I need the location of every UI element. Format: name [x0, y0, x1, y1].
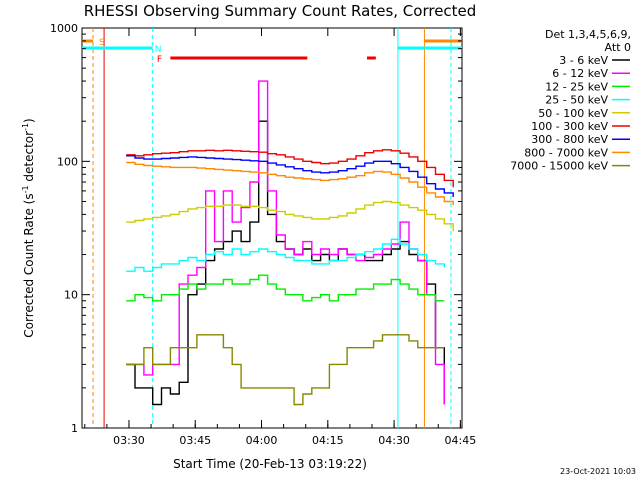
- legend-label-3: 12 - 25 keV: [545, 80, 608, 93]
- y-axis-label-sup2: -1: [21, 123, 30, 131]
- flag-label-f: F: [157, 55, 162, 65]
- x-tick-label: 04:30: [378, 434, 410, 447]
- series-line-8: [126, 161, 454, 206]
- y-tick-label: 1: [71, 422, 78, 435]
- y-axis-label: Corrected Count Rate (s-1 detector-1): [21, 118, 36, 337]
- legend-label-2: 6 - 12 keV: [552, 67, 608, 80]
- series-group: [126, 80, 454, 406]
- date-stamp: 23-Oct-2021 10:03: [560, 467, 636, 476]
- legend-label-4: 25 - 50 keV: [545, 94, 608, 107]
- legend-header-2: Att 0: [605, 41, 631, 54]
- flag-label-s: S: [99, 38, 105, 48]
- legend-header-1: Det 1,3,4,5,6,9,: [545, 28, 631, 41]
- series-line-5: [126, 200, 454, 232]
- series-line-3: [126, 274, 445, 302]
- y-axis-label-end: ): [22, 118, 36, 123]
- x-tick-label: 04:45: [445, 434, 477, 447]
- series-line-4: [126, 238, 445, 272]
- chart-title: RHESSI Observing Summary Count Rates, Co…: [84, 2, 477, 20]
- legend-label-7: 300 - 800 keV: [531, 133, 608, 146]
- series-line-6: [126, 149, 454, 188]
- series-line-7: [126, 155, 454, 197]
- y-axis-label-mid: detector: [22, 131, 36, 186]
- x-tick-label: 04:15: [312, 434, 344, 447]
- plot-frame: [81, 27, 463, 429]
- y-tick-label: 10: [64, 289, 78, 302]
- y-tick-label: 100: [57, 155, 78, 168]
- x-tick-label: 03:45: [179, 434, 211, 447]
- x-tick-label: 04:00: [246, 434, 278, 447]
- legend-label-6: 100 - 300 keV: [531, 120, 608, 133]
- x-tick-label: 03:30: [113, 434, 145, 447]
- series-line-9: [126, 334, 445, 406]
- flag-label-n: N: [155, 45, 162, 55]
- legend-label-8: 800 - 7000 keV: [524, 146, 608, 159]
- y-tick-label: 1000: [50, 22, 78, 35]
- legend-label-1: 3 - 6 keV: [559, 54, 608, 67]
- y-axis-label-main: Corrected Count Rate (s: [22, 193, 36, 337]
- legend-label-9: 7000 - 15000 keV: [510, 160, 608, 173]
- x-axis-label: Start Time (20-Feb-13 03:19:22): [173, 457, 367, 471]
- legend-label-5: 50 - 100 keV: [538, 107, 608, 120]
- svg-text:Corrected Count Rate (s-1 dete: Corrected Count Rate (s-1 detector-1): [21, 118, 36, 337]
- plot-area: S NF 1 10 100 1000 03:30 03:45 04:00 04:15 04:30 04…: [50, 22, 476, 447]
- y-axis-label-sup: -1: [21, 185, 30, 193]
- series-line-2: [126, 80, 445, 405]
